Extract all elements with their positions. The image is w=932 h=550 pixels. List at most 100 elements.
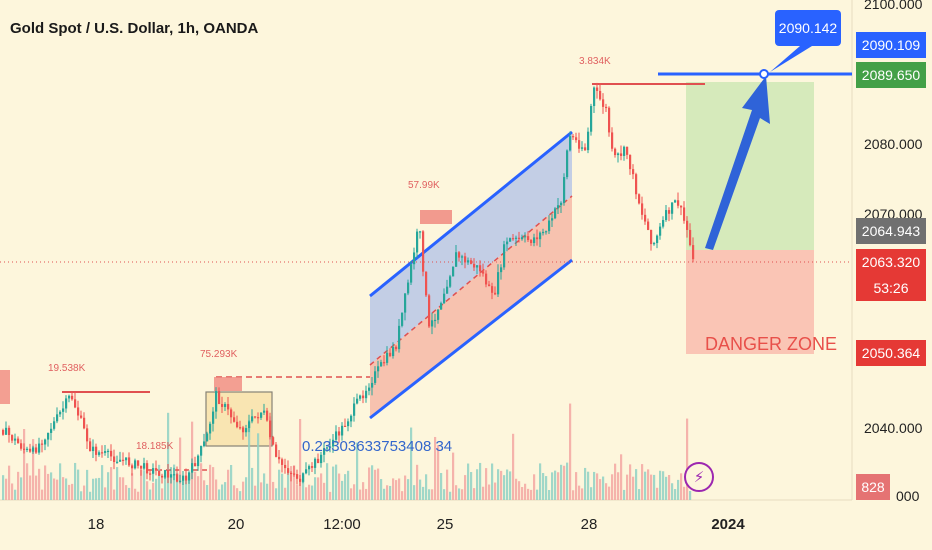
volume-bar: [614, 463, 617, 500]
volume-bar: [89, 491, 92, 500]
volume-bar: [335, 464, 338, 500]
candle-body: [341, 425, 344, 436]
supply-box: [420, 210, 452, 224]
candle-body: [329, 446, 332, 448]
target-price-label[interactable]: 2090.142: [775, 10, 841, 46]
volume-bar: [620, 454, 623, 500]
candle-body: [398, 325, 401, 350]
candle-body: [611, 132, 614, 149]
candle-body: [482, 271, 485, 274]
candle-body: [632, 169, 635, 175]
volume-bar: [344, 474, 347, 500]
volume-bar: [23, 428, 26, 500]
volume-bar: [581, 488, 584, 500]
candle-body: [395, 346, 398, 350]
volume-bar: [422, 486, 425, 500]
volume-bar: [566, 462, 569, 500]
price-tag-takeprofit: 2089.650: [856, 62, 926, 88]
candle-body: [674, 200, 677, 203]
candle-body: [476, 265, 479, 268]
candle-body: [671, 202, 674, 214]
volume-bar: [209, 464, 212, 500]
candle-body: [536, 237, 539, 240]
volume-bar: [125, 485, 128, 500]
candle-body: [197, 455, 200, 467]
candle-body: [605, 106, 608, 109]
volume-bar: [548, 490, 551, 500]
volume-bar: [662, 471, 665, 500]
volume-bar: [623, 489, 626, 500]
volume-bar: [602, 476, 605, 500]
candle-body: [2, 430, 5, 435]
volume-bar: [518, 481, 521, 500]
candle-body: [206, 433, 209, 442]
candle-body: [542, 231, 545, 234]
volume-bar: [2, 475, 5, 500]
candle-body: [158, 470, 161, 476]
price-tick: 2100.000: [864, 0, 923, 12]
volume-bar: [416, 464, 419, 500]
candle-body: [110, 450, 113, 457]
volume-bar: [284, 487, 287, 500]
candle-body: [185, 475, 188, 481]
candle-body: [497, 272, 500, 295]
candle-body: [89, 441, 92, 452]
candle-body: [182, 475, 185, 481]
volume-bar: [455, 485, 458, 500]
candle-body: [362, 395, 365, 399]
volume-bar: [413, 485, 416, 500]
volume-bar: [647, 469, 650, 500]
volume-bar: [656, 487, 659, 500]
volume-bar: [506, 469, 509, 500]
candle-body: [425, 271, 428, 296]
volume-bar: [515, 478, 518, 500]
candle-body: [188, 472, 191, 481]
candle-body: [491, 286, 494, 293]
lightning-icon[interactable]: ⚡: [684, 462, 714, 492]
volume-bar: [524, 483, 527, 500]
volume-bar: [533, 474, 536, 500]
volume-bar: [350, 488, 353, 500]
volume-bar: [158, 464, 161, 500]
target-bubble-pointer: [770, 46, 812, 72]
candle-body: [473, 263, 476, 268]
candle-body: [161, 475, 164, 478]
volume-bar: [386, 485, 389, 500]
volume-bar: [215, 479, 218, 500]
volume-bar: [440, 472, 443, 500]
price-tag-entry: 2064.943: [856, 218, 926, 244]
candle-body: [602, 99, 605, 107]
candle-body: [266, 410, 269, 421]
candle-body: [446, 286, 449, 294]
volume-bar: [122, 477, 125, 500]
volume-bar: [14, 489, 17, 500]
candle-body: [152, 468, 155, 474]
candle-body: [317, 458, 320, 464]
volume-bar: [458, 488, 461, 500]
candle-body: [173, 474, 176, 476]
candle-body: [455, 252, 458, 267]
candle-body: [146, 463, 149, 474]
candle-body: [203, 441, 206, 447]
volume-bar: [8, 465, 11, 500]
candle-body: [113, 456, 116, 463]
candle-body: [683, 207, 686, 221]
volume-bar: [653, 474, 656, 500]
candle-body: [164, 470, 167, 478]
candle-body: [509, 238, 512, 242]
candle-body: [128, 457, 131, 466]
candle-body: [140, 465, 143, 469]
volume-bar: [227, 469, 230, 500]
volume-bar: [137, 491, 140, 500]
candle-body: [122, 459, 125, 461]
volume-bar: [353, 484, 356, 500]
candle-body: [617, 153, 620, 156]
volume-bar: [392, 478, 395, 500]
candle-body: [626, 146, 629, 155]
volume-bar: [200, 463, 203, 500]
volume-bar: [134, 488, 137, 500]
candle-body: [14, 438, 17, 441]
volume-bar: [356, 442, 359, 500]
